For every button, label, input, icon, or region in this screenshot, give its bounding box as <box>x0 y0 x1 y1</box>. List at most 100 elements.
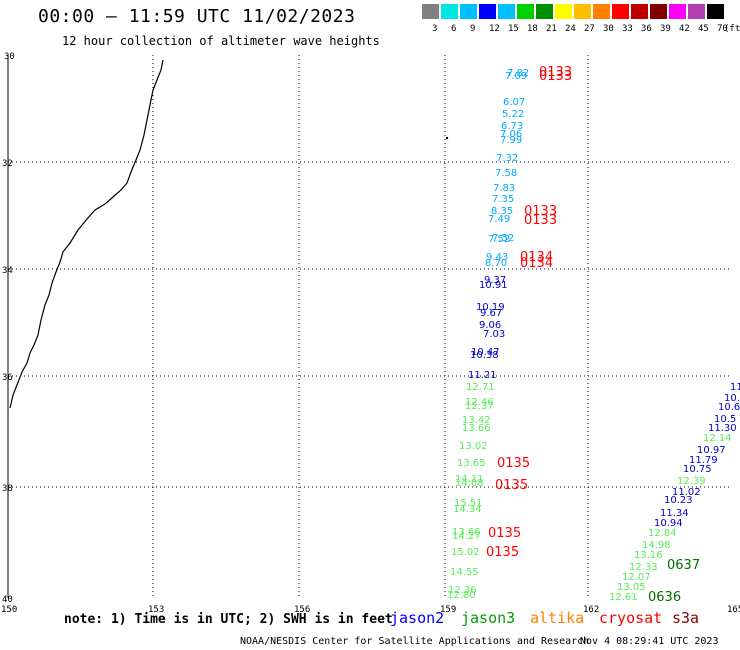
time-stamp: 0637 <box>667 558 700 573</box>
legend-label: 33 <box>622 24 633 34</box>
legend-swatch <box>574 4 591 19</box>
swh-value: 7.32 <box>496 153 518 164</box>
legend-swatch <box>536 4 553 19</box>
swh-value: 10.97 <box>697 445 726 456</box>
time-stamp: 0135 <box>486 545 519 560</box>
time-stamp: 0134 <box>520 256 553 271</box>
footer-note: note: 1) Time is in UTC; 2) SWH is in fe… <box>64 612 393 627</box>
legend-label: 3 <box>432 24 438 34</box>
legend-label: 15 <box>508 24 519 34</box>
legend-label: 39 <box>660 24 671 34</box>
lon-label: 156 <box>294 605 310 615</box>
swh-value: 9.37 <box>484 275 506 286</box>
swh-value: 13.66 <box>452 527 481 538</box>
time-stamp: 0135 <box>488 526 521 541</box>
legend-label: 18 <box>527 24 538 34</box>
swh-value: 15.02 <box>451 547 480 558</box>
swh-value: 12.33 <box>629 562 658 573</box>
lat-label: 32 <box>2 159 13 169</box>
swh-value: 11 <box>730 382 740 393</box>
swh-value: 7.52 <box>488 234 510 245</box>
swh-value: 12.46 <box>465 397 494 408</box>
swh-value: 10.47 <box>471 347 500 358</box>
lon-label: 159 <box>440 605 456 615</box>
swh-value: 8.70 <box>485 258 507 269</box>
map-title: 00:00 – 11:59 UTC 11/02/2023 <box>38 6 356 27</box>
lat-label: 34 <box>2 266 13 276</box>
time-stamp: 0133 <box>539 65 572 80</box>
legend-swatch <box>422 4 439 19</box>
legend-swatch <box>650 4 667 19</box>
time-stamp: 0133 <box>524 213 557 228</box>
legend-label: (ft) <box>724 24 740 34</box>
swh-value: 6.07 <box>503 97 525 108</box>
time-stamp: 0636 <box>648 590 681 605</box>
lat-label: 38 <box>2 484 13 494</box>
sat-label-altika: altika <box>530 609 585 627</box>
legend-swatch <box>517 4 534 19</box>
footer-credit: NOAA/NESDIS Center for Satellite Applica… <box>240 636 590 647</box>
swh-value: 14.55 <box>450 567 479 578</box>
legend-label: 70 <box>717 24 728 34</box>
legend-swatch <box>555 4 572 19</box>
swh-value: 7.35 <box>492 194 514 205</box>
swh-value: 11.21 <box>468 370 497 381</box>
swh-value: 12.84 <box>648 528 677 539</box>
swh-value: 13.65 <box>457 458 486 469</box>
swh-value: 7.99 <box>500 135 522 146</box>
legend-label: 42 <box>679 24 690 34</box>
sat-label-s3a: s3a <box>672 609 700 627</box>
lat-label: 30 <box>4 52 15 62</box>
swh-value: 9.67 <box>480 308 502 319</box>
time-stamp: 0133 <box>524 204 557 219</box>
legend-label: 9 <box>470 24 476 34</box>
swh-value: 10.91 <box>479 280 508 291</box>
swh-value: 12.14 <box>703 433 732 444</box>
legend-label: 12 <box>489 24 500 34</box>
swh-value: 7.82 <box>507 68 529 79</box>
swh-value: 7.52 <box>492 233 514 244</box>
sat-label-jason2: jason2 <box>390 609 445 627</box>
swh-value: 10.75 <box>683 464 712 475</box>
swh-value: 12.07 <box>622 572 651 583</box>
time-stamp: 0133 <box>539 69 572 84</box>
time-stamp: 0135 <box>495 478 528 493</box>
lat-label: 36 <box>2 373 13 383</box>
swh-value: 12.36 <box>448 585 477 596</box>
swh-value: 5.22 <box>502 109 524 120</box>
sat-label-cryosat: cryosat <box>599 609 663 627</box>
legend-swatch <box>612 4 629 19</box>
legend-label: 30 <box>603 24 614 34</box>
legend-label: 27 <box>584 24 595 34</box>
swh-value: 7.03 <box>483 329 505 340</box>
lon-label: 153 <box>148 605 164 615</box>
swh-value: 7.49 <box>488 214 510 225</box>
swh-value: 13.05 <box>617 582 646 593</box>
legend-label: 6 <box>451 24 457 34</box>
map-subtitle: 12 hour collection of altimeter wave hei… <box>62 34 380 48</box>
swh-value: 6.73 <box>501 121 523 132</box>
lat-label: 40 <box>2 595 13 605</box>
legend-swatch <box>631 4 648 19</box>
legend-swatch <box>498 4 515 19</box>
legend-swatch <box>593 4 610 19</box>
swh-value: 13.16 <box>634 550 663 561</box>
swh-value: 13.66 <box>462 423 491 434</box>
coastline <box>9 59 164 409</box>
swh-value: 14.08 <box>455 478 484 489</box>
legend-swatch <box>479 4 496 19</box>
swh-value: 14.27 <box>452 531 481 542</box>
swh-value: 7.09 <box>505 71 527 82</box>
time-stamp: 0134 <box>520 250 553 265</box>
legend-label: 21 <box>546 24 557 34</box>
legend-swatch <box>707 4 724 19</box>
swh-value: 15.51 <box>454 498 483 509</box>
swh-value: 11.02 <box>672 487 701 498</box>
legend-swatch <box>460 4 477 19</box>
swh-value: 7.83 <box>493 183 515 194</box>
swh-value: 12.39 <box>677 476 706 487</box>
legend-swatch <box>669 4 686 19</box>
swh-value: 13.42 <box>462 415 491 426</box>
swh-value: 10.6 <box>718 402 740 413</box>
